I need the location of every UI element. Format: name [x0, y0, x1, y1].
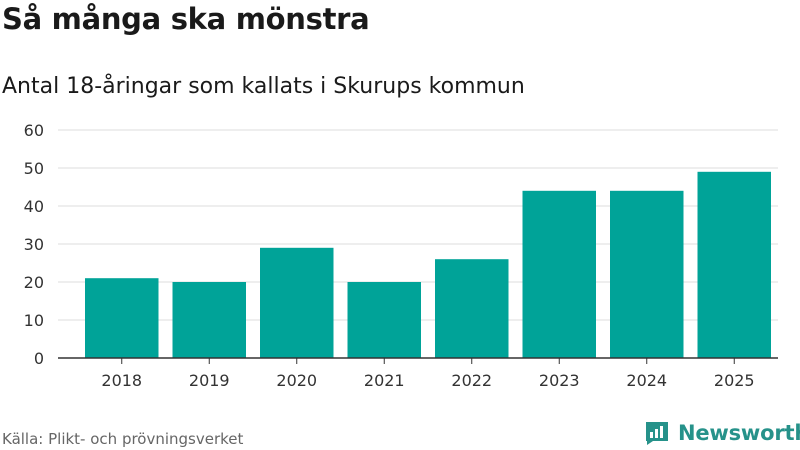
bar — [347, 282, 421, 358]
y-tick-label: 0 — [34, 349, 44, 368]
x-tick-label: 2025 — [714, 371, 755, 390]
x-tick-label: 2021 — [364, 371, 405, 390]
y-tick-label: 50 — [24, 159, 44, 178]
y-axis-ticks: 0 10 20 30 40 50 60 — [24, 121, 44, 368]
brand-name: Newsworthy — [678, 421, 800, 445]
chart-title: Så många ska mönstra — [2, 2, 370, 36]
x-tick-label: 2022 — [451, 371, 492, 390]
bar — [610, 190, 684, 358]
bar — [435, 259, 509, 358]
y-tick-label: 20 — [24, 273, 44, 292]
x-tick-label: 2023 — [539, 371, 580, 390]
source-note: Källa: Plikt- och prövningsverket — [2, 430, 244, 448]
y-tick-label: 60 — [24, 121, 44, 140]
bar — [522, 190, 596, 358]
newsworthy-logo-icon — [646, 422, 668, 445]
y-tick-label: 40 — [24, 197, 44, 216]
bars — [85, 171, 771, 358]
bar — [85, 278, 159, 358]
brand-logo[interactable]: Newsworthy — [644, 420, 800, 446]
y-tick-label: 10 — [24, 311, 44, 330]
y-tick-label: 30 — [24, 235, 44, 254]
x-tick-label: 2018 — [101, 371, 142, 390]
bar — [172, 282, 246, 358]
x-tick-label: 2019 — [189, 371, 230, 390]
x-tick-label: 2024 — [626, 371, 667, 390]
bar — [697, 171, 771, 358]
bar — [260, 247, 334, 358]
x-tick-label: 2020 — [276, 371, 317, 390]
chart-subtitle: Antal 18-åringar som kallats i Skurups k… — [2, 74, 525, 99]
x-axis-ticks: 2018 2019 2020 2021 2022 2023 2024 2025 — [101, 358, 755, 390]
